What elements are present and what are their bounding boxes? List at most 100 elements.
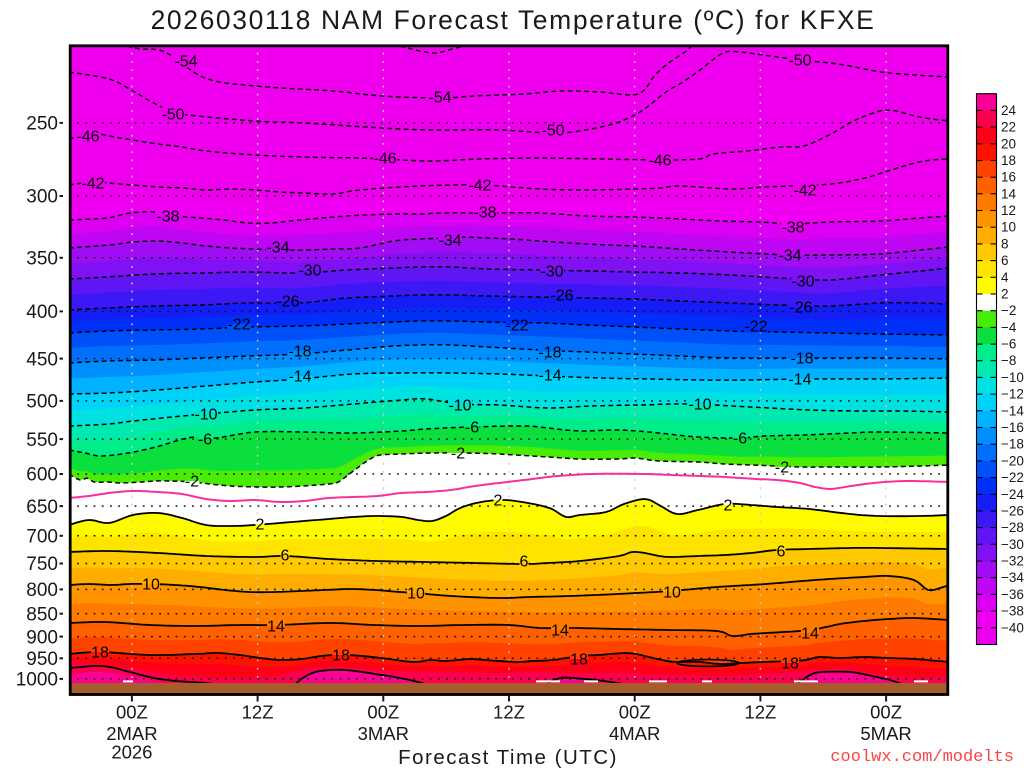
svg-text:450: 450 <box>26 349 58 370</box>
svg-text:12: 12 <box>1001 203 1016 218</box>
svg-text:-34: -34 <box>438 233 461 250</box>
svg-text:-22: -22 <box>227 317 250 334</box>
svg-text:-38: -38 <box>781 220 804 237</box>
svg-text:14: 14 <box>267 619 285 636</box>
svg-text:-54: -54 <box>174 54 197 71</box>
svg-text:−20: −20 <box>1001 453 1024 468</box>
svg-text:20: 20 <box>1001 136 1016 151</box>
svg-text:00Z: 00Z <box>870 702 902 723</box>
svg-text:700: 700 <box>26 527 58 548</box>
svg-text:−34: −34 <box>1001 570 1024 585</box>
svg-text:-46: -46 <box>373 151 396 168</box>
svg-text:-2: -2 <box>775 460 789 477</box>
svg-text:-42: -42 <box>793 183 816 200</box>
svg-text:−26: −26 <box>1001 504 1024 519</box>
svg-text:10: 10 <box>1001 220 1016 235</box>
svg-text:600: 600 <box>26 465 58 486</box>
svg-text:-34: -34 <box>266 240 289 257</box>
svg-text:6: 6 <box>520 554 529 571</box>
svg-text:2026: 2026 <box>111 742 152 763</box>
svg-text:6: 6 <box>777 544 786 561</box>
svg-text:500: 500 <box>26 392 58 413</box>
svg-text:5MAR: 5MAR <box>860 723 911 744</box>
svg-text:-6: -6 <box>465 420 479 437</box>
svg-text:−18: −18 <box>1001 437 1024 452</box>
svg-text:10: 10 <box>407 586 425 603</box>
svg-text:6: 6 <box>1001 253 1009 268</box>
svg-text:10: 10 <box>663 585 681 602</box>
svg-text:18: 18 <box>570 652 588 669</box>
svg-text:-38: -38 <box>156 209 179 226</box>
svg-text:2: 2 <box>256 517 265 534</box>
svg-text:10: 10 <box>142 577 160 594</box>
svg-text:-14: -14 <box>538 368 561 385</box>
svg-text:00Z: 00Z <box>116 702 148 723</box>
svg-text:−16: −16 <box>1001 420 1024 435</box>
svg-text:14: 14 <box>801 626 819 643</box>
svg-text:12Z: 12Z <box>493 702 525 723</box>
svg-text:-30: -30 <box>791 274 814 291</box>
svg-text:18: 18 <box>781 656 799 673</box>
svg-text:-34: -34 <box>778 248 801 265</box>
svg-text:850: 850 <box>26 604 58 625</box>
svg-text:250: 250 <box>26 114 58 135</box>
svg-text:coolwx.com/modelts: coolwx.com/modelts <box>830 748 1014 767</box>
svg-text:−24: −24 <box>1001 487 1024 502</box>
svg-text:300: 300 <box>26 187 58 208</box>
svg-text:350: 350 <box>26 249 58 270</box>
svg-text:14: 14 <box>1001 186 1017 201</box>
svg-text:-14: -14 <box>288 369 311 386</box>
svg-text:-26: -26 <box>550 288 573 305</box>
svg-text:−10: −10 <box>1001 370 1024 385</box>
svg-text:2MAR: 2MAR <box>106 723 157 744</box>
svg-text:6: 6 <box>281 548 290 565</box>
svg-text:-46: -46 <box>648 153 671 170</box>
svg-text:−6: −6 <box>1001 337 1016 352</box>
svg-text:−12: −12 <box>1001 387 1024 402</box>
svg-text:-42: -42 <box>81 176 104 193</box>
svg-text:-26: -26 <box>789 300 812 317</box>
svg-text:12Z: 12Z <box>744 702 776 723</box>
svg-text:-42: -42 <box>468 178 491 195</box>
svg-text:-50: -50 <box>541 123 564 140</box>
svg-text:550: 550 <box>26 430 58 451</box>
svg-text:2: 2 <box>724 498 733 515</box>
svg-text:750: 750 <box>26 554 58 575</box>
svg-text:4: 4 <box>1001 270 1009 285</box>
svg-text:3MAR: 3MAR <box>358 723 409 744</box>
svg-text:18: 18 <box>1001 153 1016 168</box>
svg-text:1000: 1000 <box>16 670 58 691</box>
svg-text:-2: -2 <box>185 474 199 491</box>
svg-text:−40: −40 <box>1001 620 1024 635</box>
svg-text:-6: -6 <box>198 432 212 449</box>
svg-text:2: 2 <box>1001 287 1009 302</box>
svg-text:-30: -30 <box>298 263 321 280</box>
svg-text:-14: -14 <box>788 372 811 389</box>
svg-text:-18: -18 <box>790 351 813 368</box>
svg-text:8: 8 <box>1001 236 1009 251</box>
svg-text:−28: −28 <box>1001 520 1024 535</box>
svg-text:-6: -6 <box>733 431 747 448</box>
svg-text:12Z: 12Z <box>242 702 274 723</box>
svg-text:-22: -22 <box>744 319 767 336</box>
svg-text:00Z: 00Z <box>619 702 651 723</box>
svg-text:-50: -50 <box>788 53 811 70</box>
svg-text:-10: -10 <box>194 407 217 424</box>
svg-text:−32: −32 <box>1001 554 1024 569</box>
svg-text:-50: -50 <box>161 107 184 124</box>
svg-text:-54: -54 <box>428 90 451 107</box>
svg-text:4MAR: 4MAR <box>609 723 660 744</box>
svg-text:−22: −22 <box>1001 470 1024 485</box>
svg-text:-22: -22 <box>505 318 528 335</box>
svg-text:2026030118 NAM Forecast Temper: 2026030118 NAM Forecast Temperature (ºC)… <box>151 5 876 35</box>
svg-text:-18: -18 <box>538 345 561 362</box>
svg-text:-46: -46 <box>76 129 99 146</box>
svg-text:Forecast Time (UTC): Forecast Time (UTC) <box>398 746 618 768</box>
svg-text:22: 22 <box>1001 120 1016 135</box>
svg-text:-18: -18 <box>288 344 311 361</box>
svg-text:14: 14 <box>551 623 569 640</box>
svg-text:400: 400 <box>26 302 58 323</box>
svg-text:−30: −30 <box>1001 537 1024 552</box>
svg-text:−2: −2 <box>1001 303 1016 318</box>
svg-text:2: 2 <box>494 493 503 510</box>
